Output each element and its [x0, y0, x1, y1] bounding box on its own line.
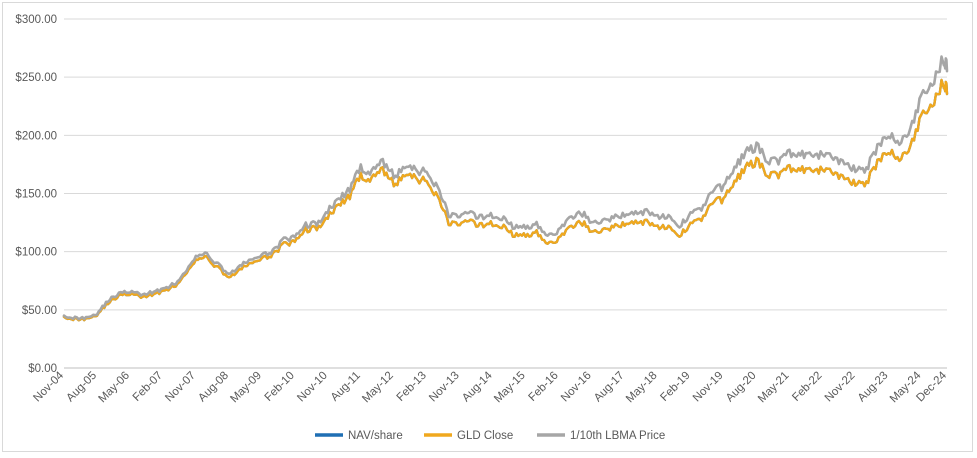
x-tick-label: Nov-16 — [559, 370, 594, 405]
y-axis: $0.00 $50.00 $100.00 $150.00 $200.00 $250.00 $… — [15, 14, 57, 375]
chart-frame: $0.00 $50.00 $100.00 $150.00 $200.00 $250.00 $… — [2, 2, 973, 452]
gridlines — [64, 18, 947, 369]
x-tick-label: May-21 — [756, 370, 792, 406]
x-tick-label: Feb-22 — [790, 370, 824, 404]
y-tick-label: $200.00 — [15, 130, 57, 142]
x-tick-label: Aug-11 — [329, 370, 363, 404]
x-tick-label: Nov-22 — [823, 370, 858, 405]
y-tick-label: $0.00 — [28, 363, 57, 375]
x-tick-label: Feb-16 — [526, 370, 560, 404]
y-tick-label: $250.00 — [15, 72, 57, 84]
series-line-lbma-price — [62, 55, 949, 321]
x-tick-label: Nov-13 — [427, 370, 462, 405]
legend-label: NAV/share — [348, 430, 403, 442]
x-tick-label: May-15 — [492, 370, 528, 406]
x-tick-label: Aug-05 — [64, 370, 99, 405]
y-tick-label: $150.00 — [15, 189, 57, 201]
x-tick-label: Aug-14 — [460, 369, 495, 404]
gold-price-chart: $0.00 $50.00 $100.00 $150.00 $200.00 $250.00 $… — [15, 14, 949, 442]
x-tick-label: Aug-23 — [856, 370, 891, 405]
x-tick-label: May-18 — [624, 370, 660, 406]
x-tick-label: Feb-19 — [658, 370, 692, 404]
x-tick-label: Aug-08 — [196, 370, 231, 405]
y-tick-label: $300.00 — [15, 14, 57, 26]
x-tick-label: Nov-19 — [691, 370, 726, 405]
x-tick-label: May-09 — [228, 370, 264, 406]
x-tick-label: Nov-10 — [295, 370, 330, 405]
legend-label: GLD Close — [457, 430, 513, 442]
y-tick-label: $50.00 — [22, 305, 57, 317]
x-tick-label: Feb-07 — [131, 370, 165, 404]
series-line-nav-share — [62, 78, 949, 322]
legend: NAV/share GLD Close 1/10th LBMA Price — [315, 430, 665, 442]
x-tick-label: Aug-17 — [592, 370, 627, 405]
series-lines — [62, 55, 949, 322]
x-tick-label: Feb-13 — [395, 370, 429, 404]
y-tick-label: $100.00 — [15, 247, 57, 259]
series-line-gld-close — [62, 78, 949, 322]
x-tick-label: May-12 — [360, 370, 396, 406]
x-tick-label: Aug-20 — [724, 370, 759, 405]
x-tick-label: Nov-07 — [163, 370, 198, 405]
x-axis: Nov-04Aug-05May-06Feb-07Nov-07Aug-08May-… — [31, 369, 949, 405]
x-tick-label: May-06 — [96, 370, 132, 406]
legend-label: 1/10th LBMA Price — [570, 430, 665, 442]
x-tick-label: Feb-10 — [263, 370, 297, 404]
